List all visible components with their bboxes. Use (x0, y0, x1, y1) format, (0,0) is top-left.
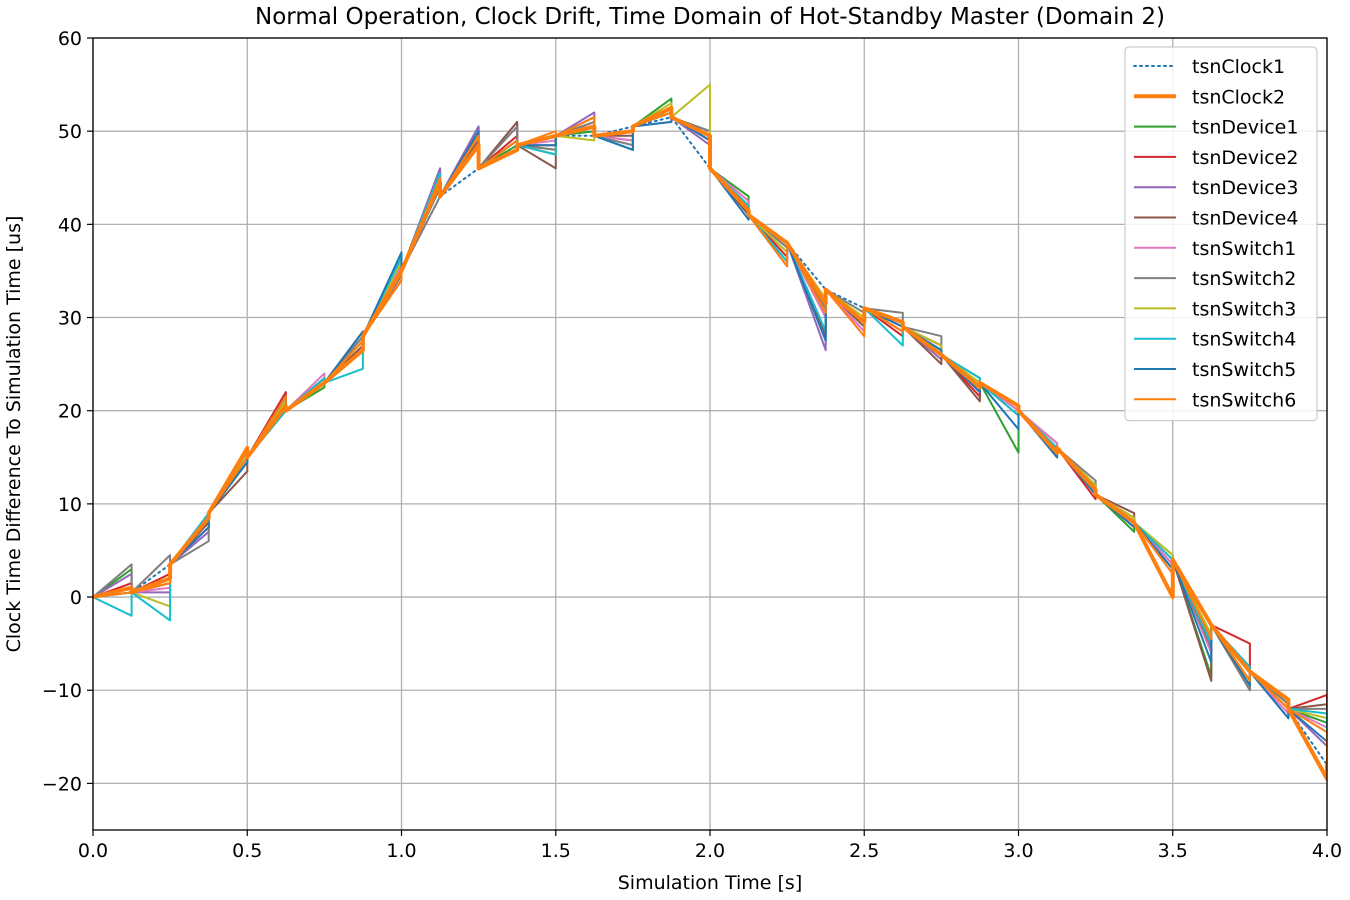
y-tick-label: 40 (58, 214, 82, 236)
legend-label-tsnSwitch3: tsnSwitch3 (1192, 298, 1296, 320)
legend: tsnClock1 tsnClock2 tsnDevice1 tsnDevice2 ts… (1124, 46, 1318, 422)
series-line-tsnClock2 (93, 105, 1327, 781)
y-tick-label: −20 (42, 773, 82, 795)
y-tick-label: 0 (70, 587, 82, 609)
x-tick-label: 4.0 (1312, 840, 1342, 862)
legend-label-tsnDevice2: tsnDevice2 (1192, 147, 1298, 169)
series-layer (93, 83, 1327, 781)
y-tick-label: 50 (58, 121, 82, 143)
x-tick-label: 0.5 (232, 840, 262, 862)
x-tick-label: 1.5 (541, 840, 571, 862)
x-tick-label: 3.5 (1158, 840, 1188, 862)
y-tick-label: 10 (58, 494, 82, 516)
legend-label-tsnSwitch1: tsnSwitch1 (1192, 238, 1296, 260)
x-tick-label: 3.0 (1003, 840, 1033, 862)
x-tick-label: 2.5 (849, 840, 879, 862)
ticks: 0.0 0.5 1.0 1.5 2.0 2.5 3.0 3.5 4.0 −20 −10 0 10 20 30… (42, 28, 1342, 862)
x-tick-label: 1.0 (386, 840, 416, 862)
y-tick-label: 60 (58, 28, 82, 50)
legend-box (1124, 46, 1318, 422)
legend-label-tsnDevice4: tsnDevice4 (1192, 208, 1298, 230)
y-tick-label: −10 (42, 680, 82, 702)
legend-label-tsnClock2: tsnClock2 (1192, 86, 1285, 108)
x-axis-title: Simulation Time [s] (618, 872, 803, 894)
legend-label-tsnSwitch4: tsnSwitch4 (1192, 329, 1296, 351)
legend-label-tsnSwitch2: tsnSwitch2 (1192, 268, 1296, 290)
legend-label-tsnClock1: tsnClock1 (1192, 56, 1285, 78)
y-tick-label: 20 (58, 401, 82, 423)
legend-label-tsnDevice3: tsnDevice3 (1192, 177, 1298, 199)
y-tick-label: 30 (58, 308, 82, 330)
legend-label-tsnDevice1: tsnDevice1 (1192, 117, 1298, 139)
x-tick-label: 2.0 (695, 840, 725, 862)
y-axis-title: Clock Time Difference To Simulation Time… (3, 216, 25, 653)
x-tick-label: 0.0 (78, 840, 108, 862)
chart-title: Normal Operation, Clock Drift, Time Doma… (255, 4, 1165, 30)
legend-label-tsnSwitch5: tsnSwitch5 (1192, 359, 1296, 381)
legend-label-tsnSwitch6: tsnSwitch6 (1192, 389, 1296, 411)
